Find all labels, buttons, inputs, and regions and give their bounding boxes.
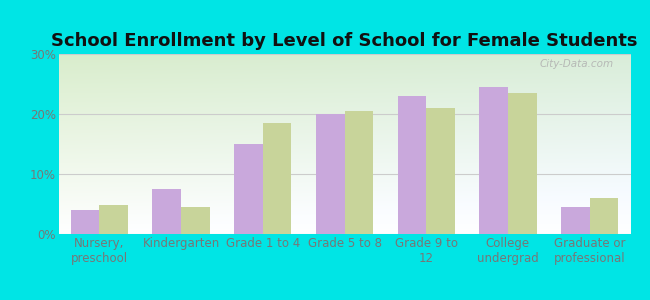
Bar: [234, 144, 263, 234]
Bar: [508, 93, 536, 234]
Bar: [426, 108, 455, 234]
Text: City-Data.com: City-Data.com: [540, 59, 614, 69]
Bar: [181, 207, 210, 234]
Title: School Enrollment by Level of School for Female Students: School Enrollment by Level of School for…: [51, 32, 638, 50]
Bar: [398, 96, 426, 234]
Bar: [99, 205, 128, 234]
Bar: [263, 123, 291, 234]
Bar: [316, 114, 344, 234]
Bar: [590, 198, 618, 234]
Bar: [344, 111, 373, 234]
Bar: [153, 189, 181, 234]
Bar: [561, 207, 590, 234]
Bar: [71, 210, 99, 234]
Bar: [479, 87, 508, 234]
